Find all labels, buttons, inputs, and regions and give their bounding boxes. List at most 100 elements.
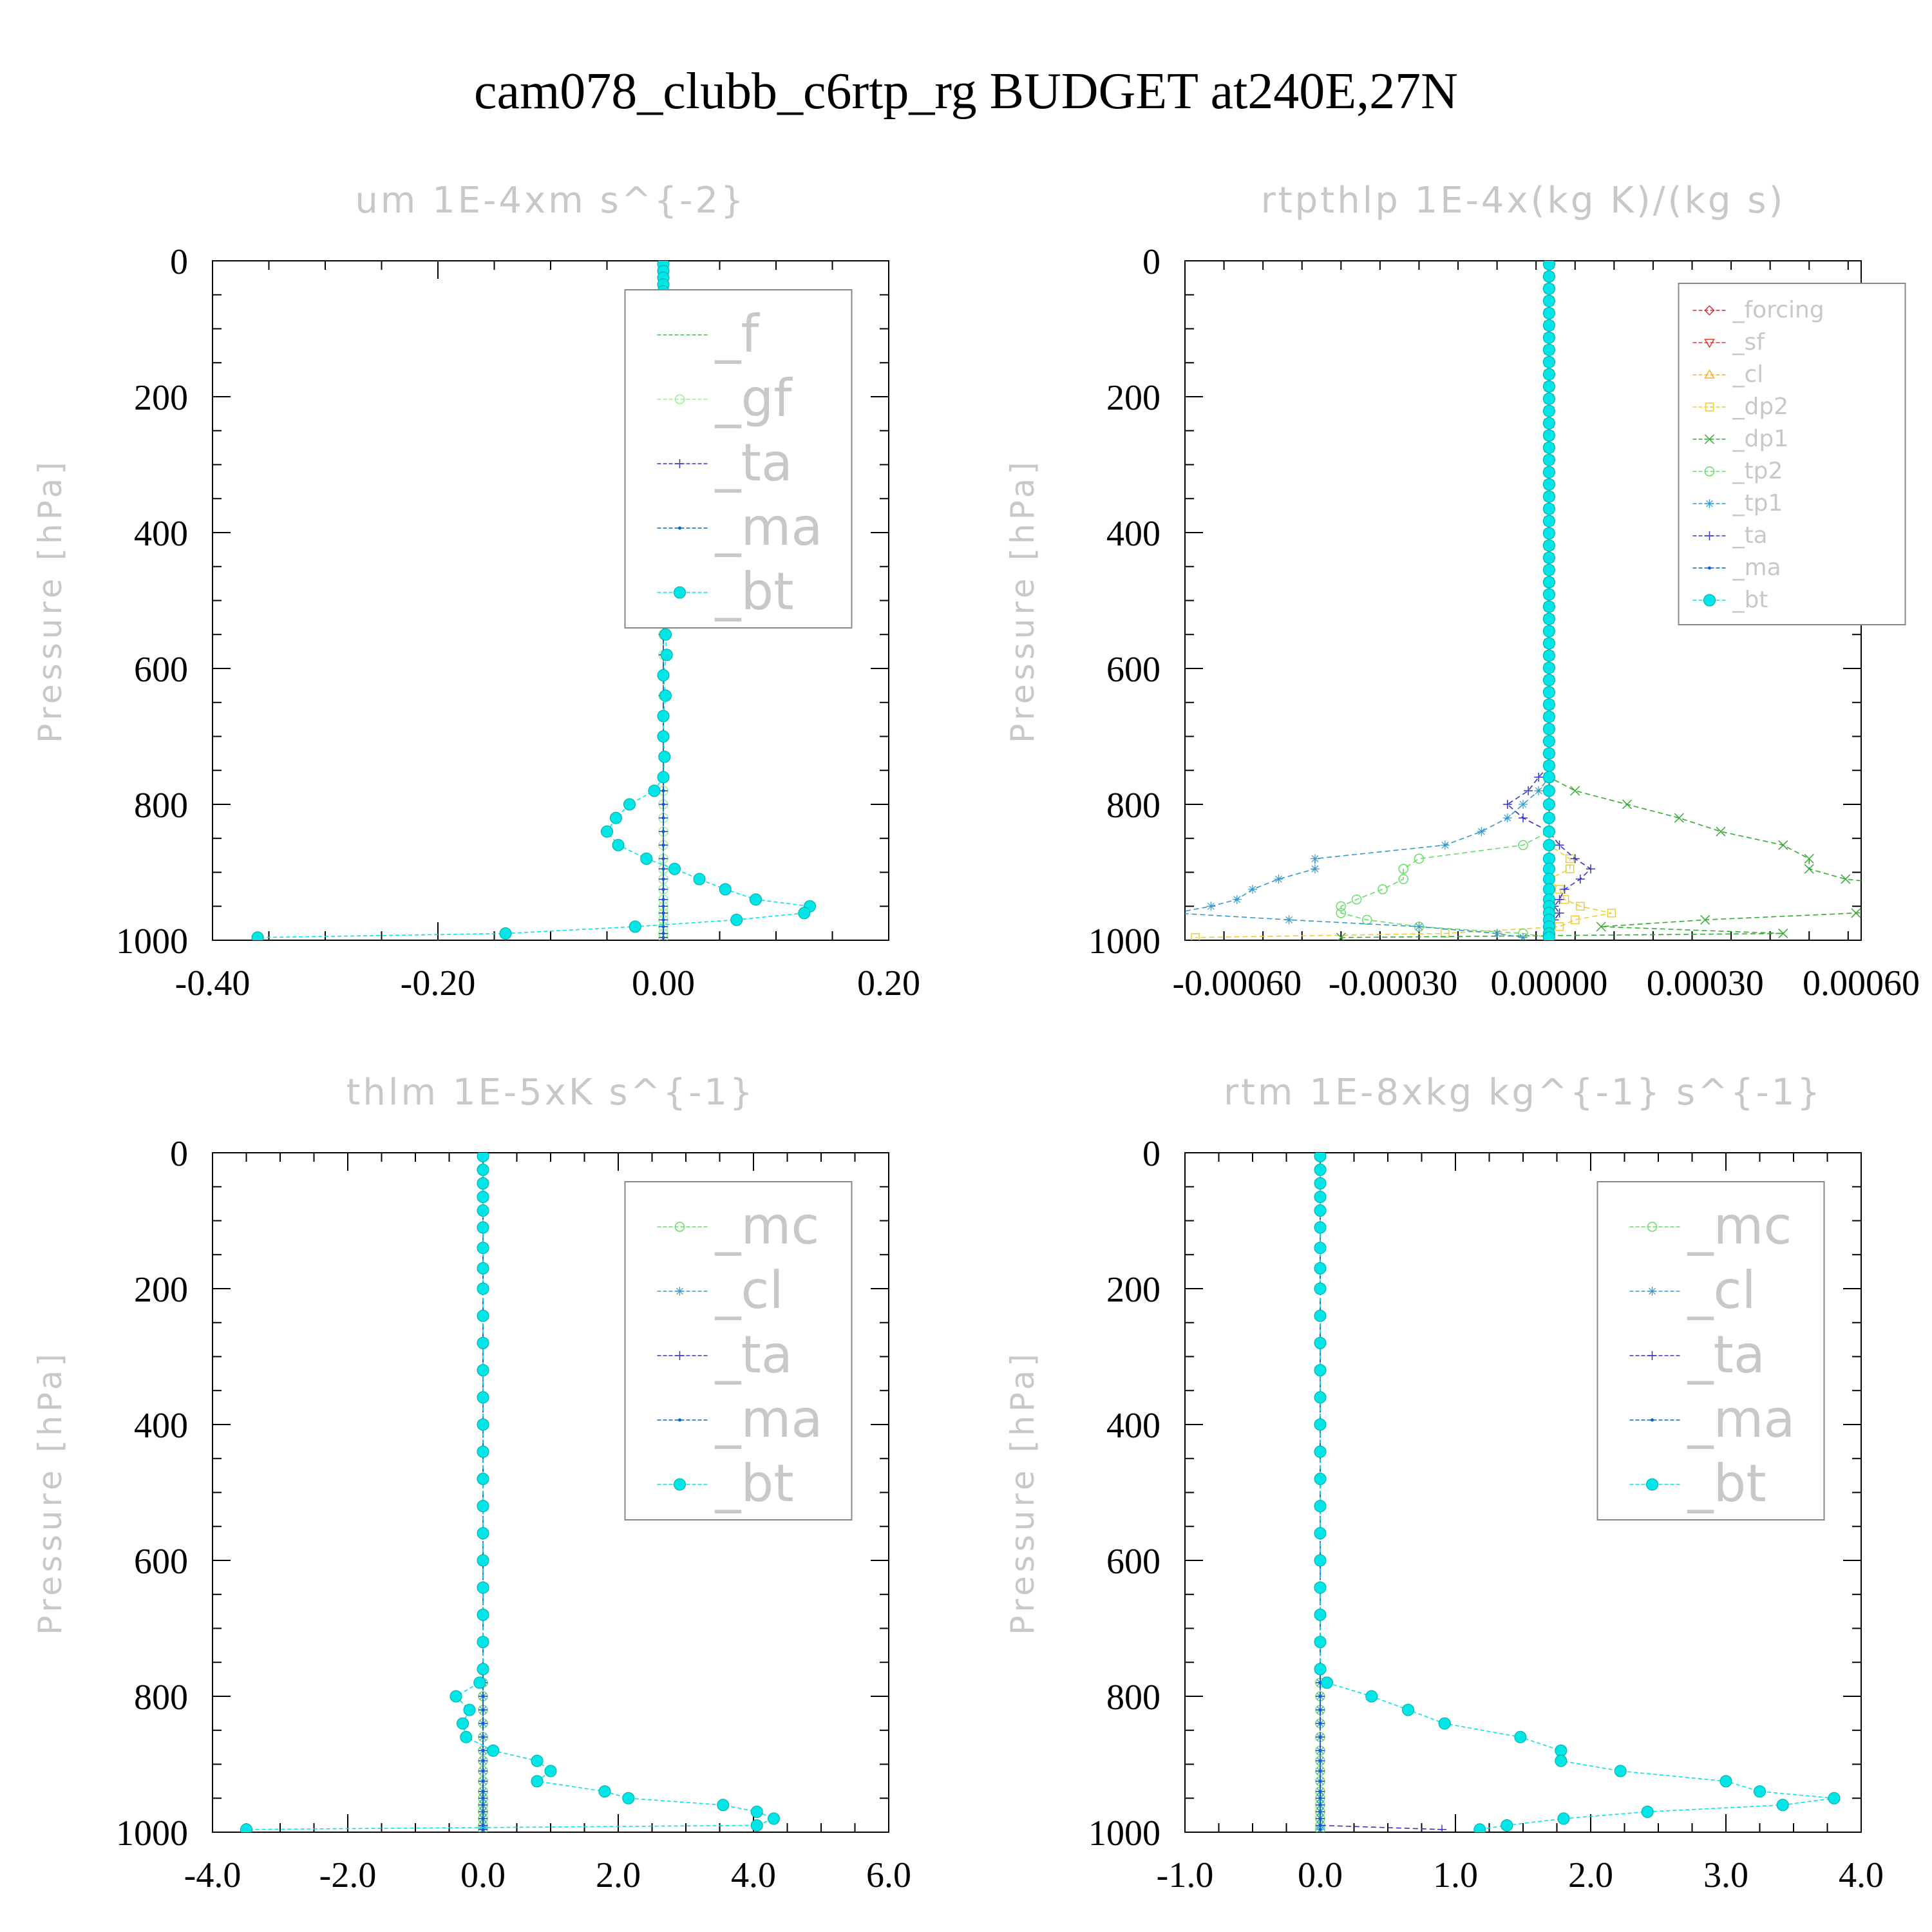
data-point — [531, 1775, 544, 1788]
data-point — [481, 1790, 485, 1794]
legend-marker — [675, 1351, 685, 1360]
data-point — [659, 628, 672, 641]
data-point — [1314, 1527, 1327, 1540]
data-point — [1314, 1500, 1327, 1513]
data-point — [1437, 1824, 1446, 1832]
data-point — [657, 710, 670, 723]
series-bt — [1542, 261, 1555, 940]
data-point — [481, 1735, 485, 1739]
data-point — [1378, 884, 1388, 895]
x-tick-label: 4.0 — [1839, 1855, 1884, 1895]
data-point — [1314, 1282, 1327, 1295]
data-point — [1557, 1812, 1570, 1825]
panel-4: rtm 1E-8xkg kg^{-1} s^{-1} Pressure [hPa]… — [1004, 1072, 1884, 1895]
data-point — [1314, 1663, 1327, 1676]
x-tick-label: -0.20 — [401, 963, 476, 1003]
data-point — [1542, 490, 1555, 503]
legend-label: _cl — [715, 1260, 784, 1320]
data-point — [1248, 884, 1257, 894]
data-point — [661, 843, 665, 847]
series-line — [1320, 1156, 1835, 1830]
y-tick-label: 600 — [1106, 1542, 1160, 1582]
data-point — [1542, 759, 1555, 772]
data-point — [658, 750, 671, 763]
legend-marker — [678, 526, 681, 530]
data-point — [1542, 270, 1555, 283]
legend-marker — [1705, 531, 1714, 540]
legend-label: _ta — [1687, 1325, 1765, 1385]
data-point — [240, 1823, 252, 1832]
data-point — [1314, 1309, 1327, 1322]
data-point — [477, 1418, 489, 1431]
data-point — [1542, 368, 1555, 381]
data-point — [1542, 331, 1555, 344]
data-point — [481, 1810, 485, 1814]
data-point — [661, 887, 665, 891]
data-point — [1414, 922, 1424, 931]
data-point — [661, 911, 665, 915]
data-point — [1206, 902, 1216, 911]
data-point — [1501, 1819, 1513, 1832]
plot-area — [1185, 261, 1861, 940]
legend-label: _bt — [1687, 1454, 1766, 1513]
legend: _mc_cl_ta_ma_bt — [624, 1181, 853, 1520]
data-point — [1542, 735, 1555, 748]
data-point — [1534, 772, 1544, 782]
x-tick-label: 6.0 — [866, 1855, 911, 1895]
data-point — [1441, 929, 1450, 938]
data-point — [661, 925, 665, 929]
data-point — [1542, 441, 1555, 454]
data-point — [768, 1812, 780, 1825]
series-line — [246, 1156, 775, 1830]
data-point — [798, 907, 811, 920]
data-point — [1534, 786, 1544, 795]
y-axis-label: Pressure [hPa] — [32, 1350, 69, 1635]
data-point — [1674, 813, 1684, 823]
plot-area — [1314, 1153, 1841, 1832]
x-tick-label: 0.00060 — [1803, 963, 1920, 1003]
data-point — [481, 1803, 485, 1807]
y-axis-label: Pressure [hPa] — [1004, 1350, 1041, 1635]
data-point — [1542, 261, 1555, 270]
data-point — [1542, 825, 1555, 838]
y-axis-label: Pressure [hPa] — [1004, 458, 1041, 743]
y-tick-label: 0 — [1142, 242, 1160, 282]
data-point — [1555, 922, 1564, 931]
data-point — [1542, 392, 1555, 405]
data-point — [1575, 875, 1585, 884]
data-point — [1754, 1785, 1766, 1798]
y-tick-label: 800 — [134, 1678, 188, 1718]
legend-marker — [1703, 594, 1716, 607]
data-point — [1542, 674, 1555, 687]
data-point — [473, 1676, 486, 1689]
data-point — [477, 1177, 489, 1189]
data-point — [1477, 827, 1486, 837]
data-point — [1542, 466, 1555, 478]
data-point — [1542, 862, 1555, 875]
data-point — [1314, 1608, 1327, 1621]
data-point — [640, 852, 653, 865]
data-point — [1365, 1690, 1378, 1703]
legend-marker — [1647, 1222, 1658, 1232]
legend-label: _mc — [1687, 1196, 1792, 1256]
data-point — [481, 1769, 485, 1773]
legend-marker — [674, 1478, 686, 1491]
data-point — [1555, 1754, 1567, 1767]
data-point — [1555, 1744, 1567, 1757]
y-tick-label: 600 — [134, 650, 188, 690]
data-point — [477, 1608, 489, 1621]
data-point — [1542, 380, 1555, 393]
data-point — [1542, 612, 1555, 625]
data-point — [477, 1364, 489, 1377]
data-point — [1851, 908, 1861, 918]
data-point — [1519, 933, 1528, 940]
data-point — [251, 931, 264, 940]
data-point — [1318, 1759, 1322, 1763]
data-point — [477, 1262, 489, 1274]
data-point — [1542, 838, 1555, 851]
data-point — [1336, 901, 1347, 911]
legend-marker — [1704, 434, 1715, 444]
legend-label: _forcing — [1732, 297, 1824, 323]
data-point — [622, 1792, 635, 1804]
data-point — [1284, 915, 1294, 925]
